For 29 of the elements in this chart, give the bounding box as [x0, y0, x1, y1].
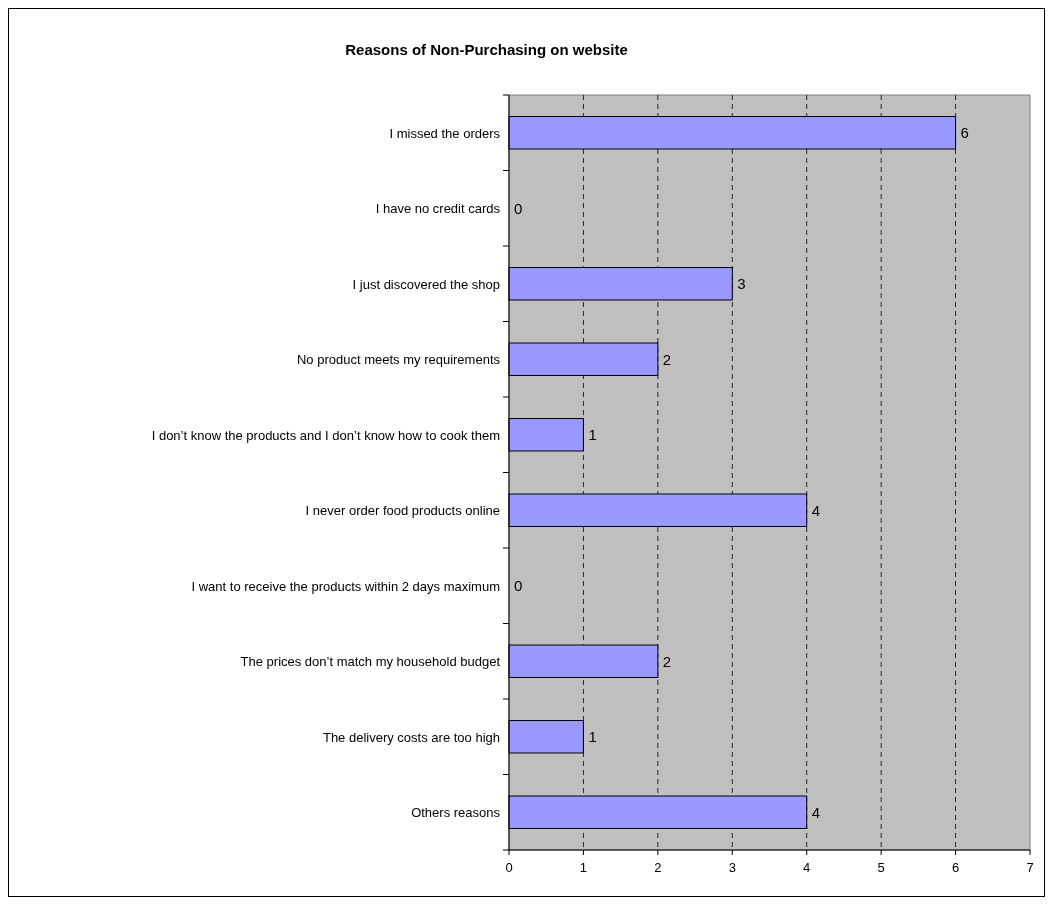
data-label: 2 [662, 350, 672, 368]
data-label: 3 [737, 275, 746, 293]
x-tick-label: 4 [803, 860, 811, 875]
y-tick-label: No product meets my requirements [296, 351, 501, 367]
data-label: 0 [514, 199, 523, 217]
data-label: 4 [811, 803, 821, 821]
y-tick-label: I want to receive the products within 2 days maximum [191, 578, 500, 594]
data-label: 2 [662, 652, 672, 670]
x-tick-label: 1 [579, 860, 588, 875]
y-tick-label: I never order food products online [305, 502, 500, 518]
data-label: 6 [960, 124, 969, 142]
data-label: 4 [811, 501, 821, 519]
y-tick-label: I have no credit cards [375, 200, 501, 216]
x-tick-label: 3 [728, 860, 736, 875]
data-label: 1 [588, 426, 597, 444]
y-tick-label: The prices don’t match my household budget [240, 653, 501, 669]
x-tick-label: 5 [877, 860, 885, 875]
x-tick-label: 2 [654, 860, 662, 875]
chart-title: Reasons of Non-Purchasing on website [345, 41, 628, 58]
y-tick-label: The delivery costs are too high [322, 729, 500, 745]
y-tick-label: I missed the orders [389, 125, 501, 141]
x-tick-label: 7 [1026, 860, 1034, 875]
y-tick-label: Others reasons [411, 804, 501, 820]
x-tick-label: 6 [951, 860, 960, 875]
y-tick-label: I just discovered the shop [352, 276, 500, 292]
x-tick-label: 0 [505, 860, 513, 875]
data-label: 1 [588, 728, 597, 746]
y-tick-label: I don’t know the products and I don’t know how to cook them [151, 427, 500, 443]
data-label: 0 [514, 577, 523, 595]
